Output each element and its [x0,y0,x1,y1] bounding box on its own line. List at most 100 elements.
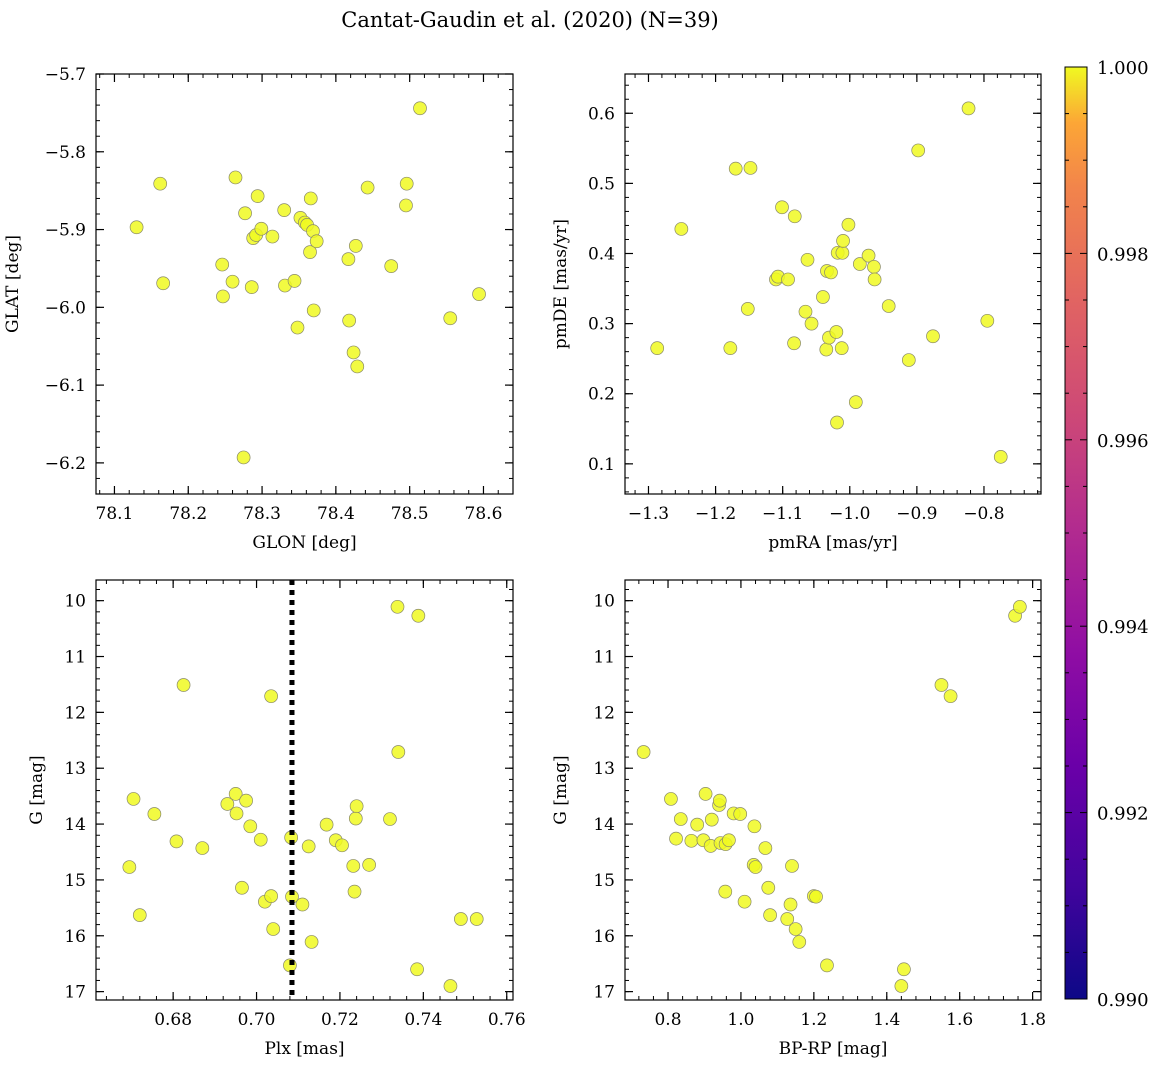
panel-plx-g: 0.68 0.70 0.72 0.74 0.76 10 11 12 13 14 15 16 17 Plx … [27,579,526,1059]
plot-frame [95,579,514,1001]
data-point [287,274,302,288]
data-point [147,807,162,821]
data-point [684,833,699,848]
y-tick-label: −5.7 [45,65,86,85]
data-point [384,259,399,273]
data-point [743,161,758,175]
data-point [690,817,705,832]
data-point [156,276,171,291]
y-tick-label: 0.3 [588,315,615,335]
colorbar-tick-label: 1.000 [1097,58,1149,79]
data-point [304,935,319,949]
data-point [867,259,881,274]
data-point [852,257,867,271]
data-point [740,302,755,316]
data-point [798,304,813,319]
data-point [126,792,141,806]
plot-frame [624,579,1042,1001]
data-point [650,341,665,356]
x-tick-label: −1.1 [762,504,803,524]
data-point [303,191,318,206]
x-tick-label: −0.8 [963,504,1004,524]
data-point [636,745,651,759]
data-point [993,449,1008,464]
data-point [236,450,251,465]
data-point [785,859,799,873]
data-point [961,101,976,116]
y-tick-label: −6.1 [45,376,86,396]
data-point [216,289,230,304]
data-point [819,342,834,357]
data-point [800,252,815,267]
data-point [319,817,334,832]
colorbar-tick-label: 0.994 [1097,617,1149,638]
colorbar-tick-label: 0.998 [1097,244,1149,265]
data-point [253,832,268,847]
data-point [718,884,733,899]
figure-title: Cantat-Gaudin et al. (2020) (N=39) [341,8,719,32]
y-tick-label: 15 [64,871,86,891]
data-point [176,678,191,692]
data-point [335,838,349,853]
x-tick-label: 0.72 [321,1010,359,1030]
data-point [309,234,324,249]
x-tick-label: 1.4 [873,1010,900,1030]
x-tick-label: 0.70 [238,1010,276,1030]
data-point [295,897,310,912]
y-tick-label: 13 [64,759,86,779]
x-tick-label: 78.5 [391,504,429,524]
data-point [266,922,281,936]
data-point [747,819,762,834]
data-point [943,689,958,704]
data-point [669,831,683,846]
x-tick-label: 1.8 [1019,1010,1046,1030]
data-point [783,897,798,912]
panel-glon-glat: 78.1 78.2 78.3 78.4 78.5 78.6 −5.7 −5.8 −5.9 −6.0… [3,65,514,553]
data-point [399,198,413,213]
data-point [362,857,376,872]
data-point [301,839,316,854]
x-tick-label: 0.8 [654,1010,681,1030]
colorbar-tick-label: 0.990 [1097,990,1149,1011]
data-point [303,245,317,259]
data-point [733,807,748,821]
data-point [763,908,777,922]
data-point [704,812,719,827]
data-point [848,395,863,409]
plot-frame [95,73,514,495]
data-point [926,329,940,344]
data-point [867,272,882,287]
x-tick-label: 1.6 [946,1010,973,1030]
y-tick-label: 15 [593,871,615,891]
data-point [383,812,397,826]
y-tick-label: 11 [593,648,615,668]
y-axis-label: G [mag] [27,755,47,824]
data-point [229,806,244,821]
data-point [235,880,249,895]
data-point [897,962,911,977]
data-point [836,234,850,248]
data-point [758,841,773,855]
y-tick-label: 0.6 [588,104,615,124]
x-tick-label: 78.4 [317,504,355,524]
x-tick-label: −0.9 [896,504,937,524]
data-point [243,819,258,834]
data-point [737,894,752,909]
data-point [835,245,850,260]
y-tick-label: −5.9 [45,221,86,241]
data-point [413,101,427,116]
x-axis-label: pmRA [mas/yr] [768,533,897,553]
y-tick-label: 17 [593,983,615,1003]
y-tick-label: 0.1 [588,455,615,475]
data-point [761,880,776,895]
data-point [410,962,424,977]
x-tick-label: 0.74 [404,1010,442,1030]
data-point [816,290,830,304]
data-point [228,787,243,801]
data-point [723,341,738,356]
data-point [728,161,743,176]
x-axis-label: Plx [mas] [264,1039,344,1059]
y-axis-label: pmDE [mas/yr] [551,219,571,349]
data-point [277,203,292,217]
